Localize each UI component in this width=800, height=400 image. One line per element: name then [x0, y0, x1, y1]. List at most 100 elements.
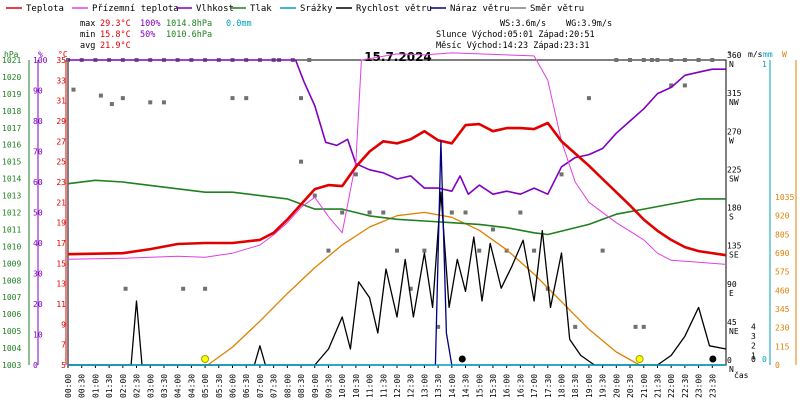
tick-deg: 180	[727, 204, 742, 213]
tick-deg: 315	[727, 89, 742, 98]
tick-dir: SE	[729, 251, 739, 260]
x-tick-label: 20:00	[612, 374, 621, 398]
x-tick-label: 02:00	[119, 374, 128, 398]
axis-label-w: W	[782, 50, 787, 59]
tick-pct: 100	[33, 56, 48, 65]
wind-dir-dot	[586, 96, 591, 101]
x-tick-label: 16:00	[503, 374, 512, 398]
tick-hpa: 1008	[2, 276, 21, 285]
tick-dir: E	[729, 289, 734, 298]
wind-dir-dot	[408, 286, 413, 291]
wind-dir-dot	[71, 87, 76, 92]
x-tick-label: 09:00	[311, 374, 320, 398]
tick-w: 575	[775, 268, 790, 277]
wind-dir-dot	[244, 96, 249, 101]
x-tick-label: 23:30	[708, 374, 717, 398]
stats-text-4: 0.0mm	[226, 19, 252, 29]
tick-c: 35	[56, 56, 66, 65]
wind-dir-dot	[123, 286, 128, 291]
wind-dir-dot	[340, 210, 345, 215]
wind-dir-dot	[353, 172, 358, 177]
wind-dir-dot	[463, 210, 468, 215]
tick-w: 1035	[775, 193, 794, 202]
tick-c: 15	[56, 259, 66, 268]
wind-dir-dot	[449, 210, 454, 215]
x-tick-label: 07:30	[270, 374, 279, 398]
tick-mm: 0	[762, 355, 767, 364]
x-tick-label: 11:00	[366, 374, 375, 398]
x-tick-label: 05:30	[215, 374, 224, 398]
x-tick-label: 08:00	[283, 374, 292, 398]
stats-text-5: min	[80, 30, 95, 40]
stats-text-10: 21.9°C	[100, 41, 131, 51]
series-pressure	[67, 179, 726, 236]
tick-dir: N	[729, 60, 734, 69]
tick-w: 460	[775, 286, 790, 295]
tick-deg: 360	[727, 51, 742, 60]
wind-dir-dot	[628, 58, 633, 62]
x-tick-label: 05:00	[201, 374, 210, 398]
x-axis-label: čas	[734, 370, 749, 380]
wind-dir-dot	[422, 248, 427, 253]
x-tick-label: 17:00	[530, 374, 539, 398]
axis-label-deg: °	[727, 50, 732, 59]
wind-dir-dot	[641, 324, 646, 329]
tick-pct: 0	[33, 361, 38, 370]
tick-hpa: 1011	[2, 225, 21, 234]
axis-label-hpa: hPa	[4, 50, 19, 59]
tick-w: 920	[775, 212, 790, 221]
x-tick-label: 23:00	[695, 374, 704, 398]
x-tick-label: 15:30	[489, 374, 498, 398]
wind-dir-dot	[641, 58, 646, 62]
x-tick-label: 18:00	[558, 374, 567, 398]
x-tick-label: 11:30	[379, 374, 388, 398]
wind-dir-dot	[395, 248, 399, 253]
x-tick-label: 01:30	[105, 374, 114, 398]
sunrise-marker	[201, 355, 210, 363]
series-ground-temp	[67, 52, 727, 265]
x-tick-label: 13:00	[420, 374, 429, 398]
stats-text-7: 50%	[140, 30, 155, 40]
legend-label-1: Přízemní teplota	[92, 4, 179, 14]
x-tick-label: 00:00	[64, 374, 73, 398]
x-tick-label: 21:00	[640, 374, 649, 398]
x-tick-label: 10:00	[338, 374, 347, 398]
stats-text-1: 29.3°C	[100, 19, 131, 29]
tick-dir: NE	[729, 327, 739, 336]
wind-dir-dot	[367, 210, 372, 215]
x-tick-label: 22:30	[681, 374, 690, 398]
wind-dir-dot	[312, 193, 317, 198]
legend-label-4: Srážky	[300, 4, 333, 14]
wind-dir-dot	[299, 159, 304, 164]
x-tick-label: 04:30	[187, 374, 196, 398]
x-tick-label: 19:30	[599, 374, 608, 398]
x-tick-label: 09:30	[324, 374, 333, 398]
wind-dir-dot	[98, 93, 103, 98]
tick-deg: 0	[727, 356, 732, 365]
wind-dir-dot	[669, 83, 674, 88]
x-tick-label: 14:00	[448, 374, 457, 398]
stats-text-12: WG:3.9m/s	[566, 19, 612, 29]
wind-dir-dot	[518, 210, 523, 215]
wind-dir-dot	[161, 100, 166, 105]
tick-hpa: 1010	[2, 242, 21, 251]
x-tick-label: 16:30	[516, 374, 525, 398]
wind-dir-dot	[655, 58, 660, 62]
tick-hpa: 1019	[2, 90, 21, 99]
tick-hpa: 1016	[2, 141, 21, 150]
x-tick-label: 13:30	[434, 374, 443, 398]
tick-c: 33	[56, 76, 66, 85]
wind-dir-dot	[436, 324, 441, 329]
tick-c: 11	[56, 300, 66, 309]
axis-label-ms: m/s	[748, 50, 763, 59]
sunset-marker	[635, 355, 644, 363]
series-temperature	[67, 121, 727, 257]
tick-w: 690	[775, 249, 790, 258]
wind-dir-dot	[573, 324, 578, 329]
tick-deg: 135	[727, 242, 742, 251]
wind-dir-dot	[490, 227, 495, 232]
x-tick-label: 12:00	[393, 374, 402, 398]
tick-c: 23	[56, 178, 66, 187]
tick-c: 29	[56, 117, 66, 126]
